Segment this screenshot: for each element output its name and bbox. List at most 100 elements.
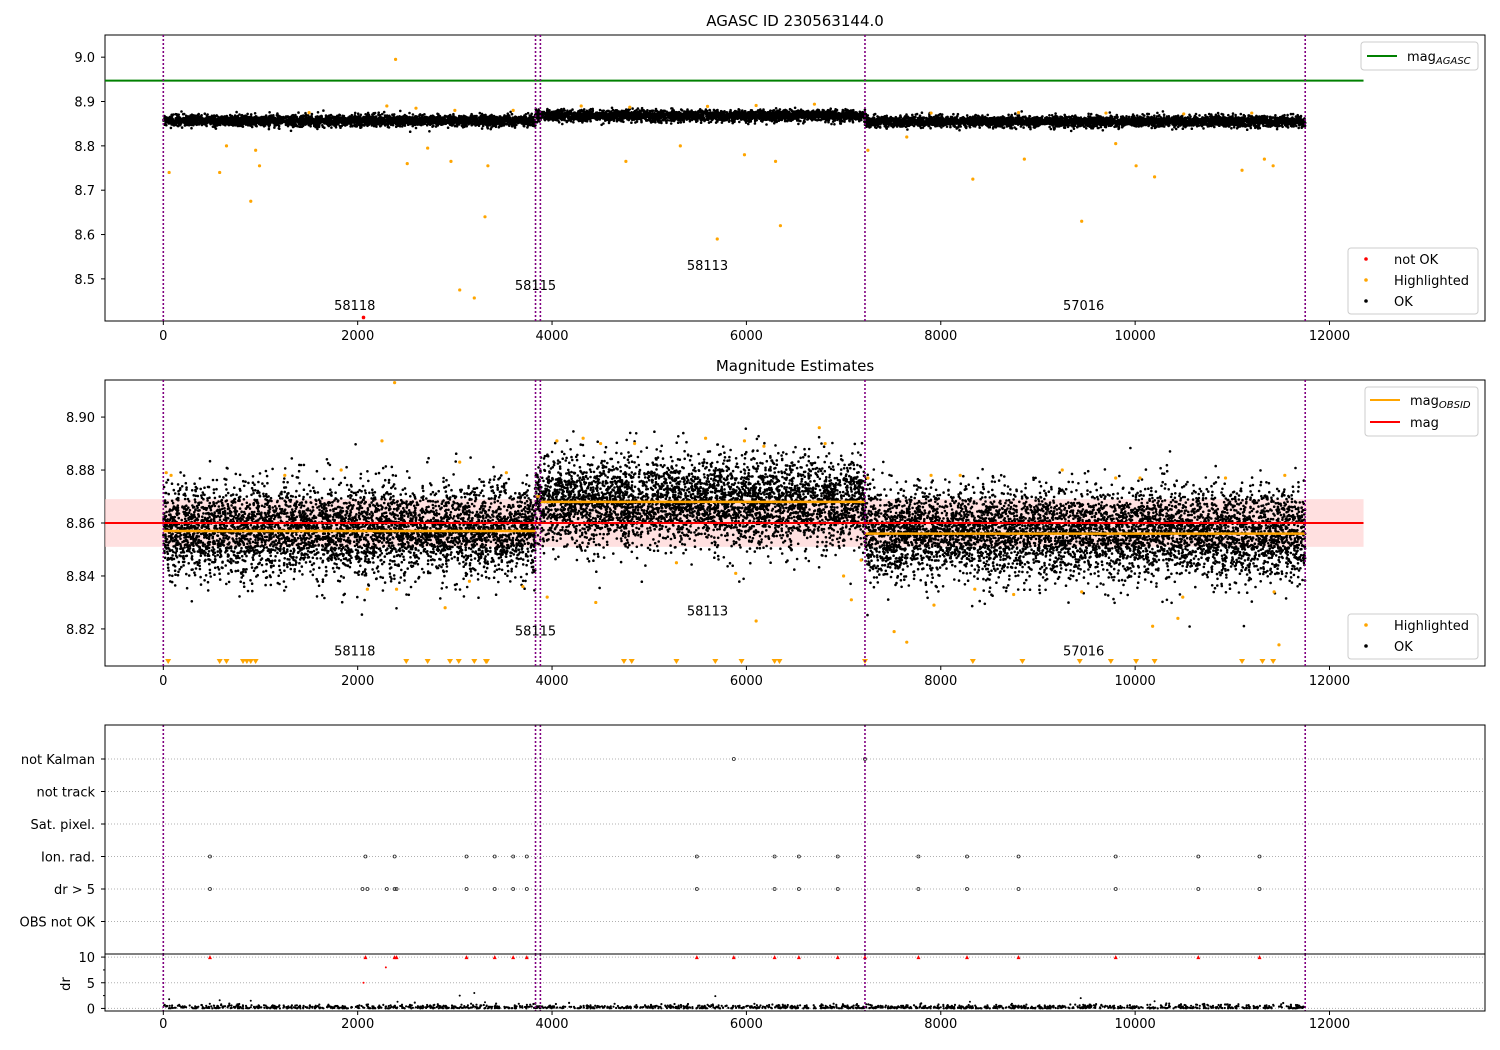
y-tick-label: 8.86 (66, 517, 95, 532)
category-label: OBS not OK (20, 916, 96, 931)
out-of-range-marker (252, 659, 259, 664)
out-of-range-marker (776, 659, 783, 664)
highlighted-point (678, 144, 682, 148)
dr-point (968, 1000, 971, 1003)
flag-marker (365, 887, 370, 891)
highlighted-point (866, 476, 870, 480)
highlighted-point (778, 224, 783, 228)
flag-marker (511, 887, 516, 891)
highlighted-point (958, 473, 962, 477)
legend-label: Highlighted (1394, 619, 1469, 634)
x-tick-label: 10000 (1114, 674, 1155, 689)
dr-clipped-marker (796, 955, 801, 960)
flag-marker (796, 854, 801, 859)
highlighted-point (393, 381, 397, 385)
x-tick-label: 4000 (535, 329, 568, 344)
dr-clipped-marker (1016, 955, 1021, 960)
highlighted-point (628, 105, 632, 109)
highlighted-point (511, 108, 515, 112)
panel-dr: 0 2000 4000 6000 8000 10000 12000 0 5 10 dr (59, 951, 1486, 1032)
highlighted-point (1182, 112, 1186, 116)
highlighted-point (1152, 175, 1157, 179)
highlighted-point (754, 619, 758, 623)
highlighted-point (773, 159, 778, 163)
flag-marker (392, 887, 397, 891)
obsid-label: 58118 (334, 299, 375, 314)
legend-marker (1364, 644, 1368, 648)
obsid-label: 58118 (334, 644, 375, 659)
highlighted-point (1277, 643, 1281, 647)
ok-points-57016 (863, 446, 1307, 628)
dr-point (362, 981, 365, 984)
x-tick-label: 10000 (1114, 1017, 1155, 1032)
flag-marker (464, 887, 469, 891)
flag-marker (1196, 887, 1201, 891)
out-of-range-marker (403, 659, 410, 664)
y-tick-label: 10 (78, 951, 95, 966)
dr-clipped-marker (694, 955, 699, 960)
highlighted-point (1240, 168, 1244, 172)
out-of-range-marker (628, 659, 635, 664)
y-tick-label: 8.5 (74, 273, 95, 288)
highlighted-point (594, 600, 598, 605)
highlighted-point (1176, 616, 1180, 620)
ok-points-58113 (539, 106, 867, 127)
dr-clipped-marker (511, 955, 516, 960)
out-of-range-marker (223, 659, 230, 664)
legend-label: not OK (1394, 253, 1439, 268)
highlighted-point (167, 170, 171, 175)
highlighted-point (394, 587, 399, 591)
legend-subscript: OBSID (1439, 400, 1471, 411)
dr-clipped-marker (772, 955, 777, 960)
obsid-label: 58115 (515, 625, 556, 640)
highlighted-point (365, 587, 369, 591)
flag-marker (1016, 887, 1021, 891)
obsid-label: 58113 (687, 605, 728, 620)
legend-marker (1364, 257, 1368, 261)
flag-marker (1113, 854, 1118, 859)
highlighted-point (1271, 164, 1275, 168)
flag-marker (772, 887, 777, 891)
out-of-range-marker (712, 659, 719, 664)
flag-marker (916, 887, 921, 891)
dr-clipped-marker (1113, 955, 1118, 960)
highlighted-point (742, 439, 747, 443)
dr-clipped-marker (835, 955, 840, 960)
legend-label: OK (1394, 295, 1413, 310)
flag-marker (1113, 887, 1118, 891)
panel2-title: Magnitude Estimates (716, 357, 874, 375)
highlighted-point (762, 444, 766, 448)
highlighted-point (866, 148, 870, 152)
highlighted-point (169, 473, 173, 477)
dr-clipped-marker (524, 955, 529, 960)
flag-marker (694, 887, 699, 891)
x-tick-label: 0 (159, 329, 167, 344)
not-ok-point (361, 315, 366, 320)
out-of-range-marker (673, 659, 680, 664)
dr-clipped-marker (916, 955, 921, 960)
dr-clipped-marker (394, 955, 399, 960)
y-tick-label: 8.8 (74, 140, 95, 155)
flag-marker (1257, 887, 1262, 891)
highlighted-point (1181, 595, 1185, 599)
ok-points-57016 (863, 110, 1307, 133)
legend-label: mag (1410, 416, 1439, 431)
x-tick-label: 0 (159, 674, 167, 689)
x-tick-label: 12000 (1309, 329, 1350, 344)
highlighted-point (849, 598, 853, 602)
highlighted-point (812, 102, 817, 106)
out-of-range-marker (620, 659, 627, 664)
dr-point (249, 999, 252, 1002)
highlighted-point (393, 57, 398, 61)
flag-marker (1257, 854, 1262, 859)
flag-marker (394, 887, 399, 891)
x-tick-label: 4000 (535, 1017, 568, 1032)
flag-marker (208, 854, 212, 859)
highlighted-point (249, 199, 253, 203)
highlighted-point (555, 439, 559, 443)
dr-point (714, 995, 717, 998)
flag-marker (965, 854, 969, 859)
highlighted-point (1012, 592, 1016, 597)
ok-points-58118 (162, 109, 537, 133)
